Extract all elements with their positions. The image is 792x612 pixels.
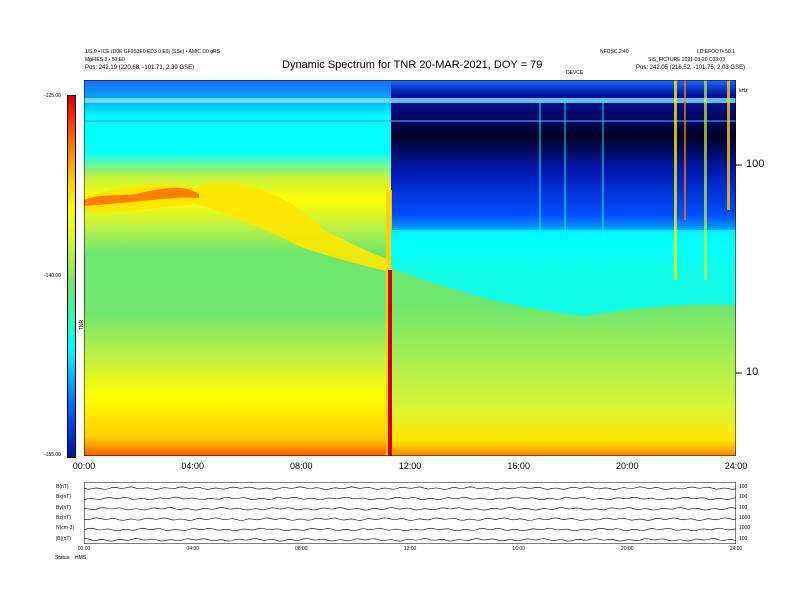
stack-row-label-3: Bz(nT) [56,515,71,521]
stack-row-scale-2: 100 [739,504,748,511]
stack-row-scale-1: 100 [739,494,748,501]
x-tick-5: 20:00 [616,461,639,471]
header-right-line-3: SIS_FICTURE 2021-03-20 C03:03 [648,57,725,63]
stack-row-scale-3: 1000 [739,515,751,521]
stack-x-tick-5: 20:00 [621,546,634,552]
stack-trace-2 [84,507,736,511]
colorbar [67,95,76,458]
header-position-right: Pos: 242.05 (216.52, -101.75, 2.03 GSE) [636,65,746,71]
x-tick-0: 00:00 [72,461,96,471]
stack-row-label-2: By(nT) [56,504,71,511]
stack-x-tick-6: 24:00 [729,546,743,552]
header-position-left: Pos: 242.19 (220.68, -101.71, 2.39 GSE) [85,65,195,71]
y-axis-unit: kHz [739,88,748,94]
x-tick-1: 04:00 [181,461,204,471]
event-mark-label: DEVCE [566,70,584,76]
chart-title: Dynamic Spectrum for TNR 20-MAR-2021, DO… [282,59,543,71]
stack-trace-4 [84,527,736,532]
spectrogram-plot [84,80,736,456]
footer-status: Status: [55,555,71,561]
stack-row-scale-4: 1000 [739,525,751,532]
x-tick-4: 16:00 [507,461,530,471]
stack-x-tick-4: 16:00 [512,546,525,552]
stack-row-label-0: B(nT) [56,484,69,490]
stack-trace-3 [84,517,736,521]
stack-trace-1 [84,496,736,501]
colorbar-tick-bottom: -155.00 [44,452,61,458]
stack-row-label-1: Bx(nT) [56,494,71,501]
stack-row-label-4: N(cm-3) [56,525,75,532]
stack-x-tick-2: 08:00 [295,546,308,552]
stack-x-tick-1: 04:00 [186,546,199,552]
stack-trace-5 [84,538,736,542]
stack-x-tick-0: 00:00 [77,546,91,552]
stack-trace-0 [84,486,736,490]
colorbar-tick-mid: -140.00 [44,273,61,279]
footer-unit: HMS [75,555,87,561]
stack-row-scale-5: 100 [739,535,748,542]
header-right-line-1: NFOSC.2:40 [600,49,629,55]
x-tick-6: 24:00 [724,461,748,471]
y-tick-100: 100 [746,158,765,170]
x-tick-3: 12:00 [398,461,422,471]
header-right-line-2: LD:EFOOT• 50.1 [697,49,735,55]
header-info-line-1: 1/S.0 • ICE (D0E:GF0S3E0 ED3 0 E0) (SSe)… [85,49,220,55]
stacked-timeseries [84,482,736,544]
y-axis-ticks [736,164,742,374]
header-info-line-2: MgFIES 3 • 50:E0 [85,57,125,63]
x-tick-2: 08:00 [290,461,313,471]
stack-row-label-5: |B|(nT) [56,535,72,542]
y-tick-10: 10 [746,366,759,378]
stack-x-tick-3: 12:00 [403,546,417,552]
stack-row-scale-0: 100 [739,484,748,490]
colorbar-tick-top: -125.00 [44,93,61,99]
